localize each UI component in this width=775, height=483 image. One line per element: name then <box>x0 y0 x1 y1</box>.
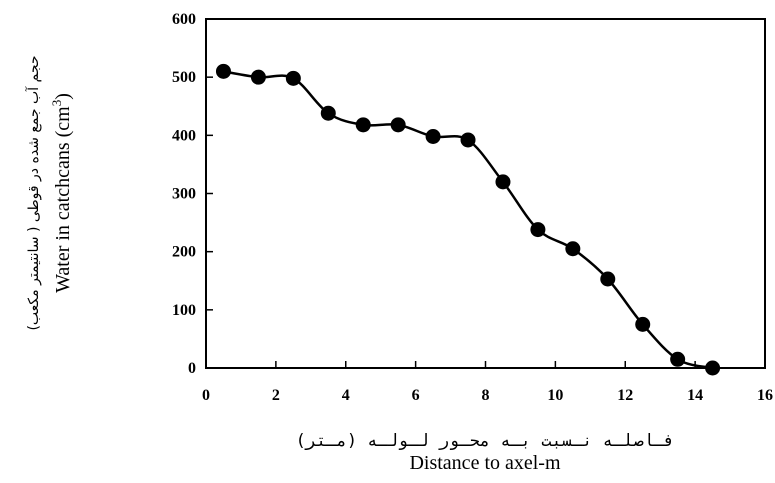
data-point <box>705 360 721 376</box>
y-tick-label: 600 <box>172 11 196 28</box>
data-point <box>390 117 406 133</box>
data-point <box>565 241 581 257</box>
x-tick-label: 10 <box>547 387 563 404</box>
x-tick-label: 8 <box>482 387 490 404</box>
data-point <box>355 117 371 133</box>
data-point <box>250 69 266 85</box>
x-tick-label: 14 <box>687 387 703 404</box>
data-point <box>635 316 651 332</box>
data-point <box>530 222 546 238</box>
x-tick-label: 4 <box>342 387 350 404</box>
data-point <box>670 351 686 367</box>
data-point <box>495 174 511 190</box>
x-tick-label: 16 <box>757 387 773 404</box>
data-point <box>425 128 441 144</box>
y-tick-label: 300 <box>172 186 196 203</box>
y-tick-label: 200 <box>172 244 196 261</box>
data-point <box>600 271 616 287</box>
x-axis-title-persian: فـاصلـه نـسبت بـه محـور لـولـه (مـتر) <box>296 431 675 451</box>
data-point <box>460 132 476 148</box>
data-point <box>285 70 301 86</box>
plot-area-frame <box>205 18 766 369</box>
y-tick-label: 100 <box>172 302 196 319</box>
x-tick-label: 2 <box>272 387 280 404</box>
x-tick-label: 6 <box>412 387 420 404</box>
y-axis-title-superscript: 3 <box>49 100 64 107</box>
x-axis-title: Distance to axel-m <box>409 452 560 474</box>
y-axis-title-close: ) <box>52 93 74 100</box>
y-tick-label: 500 <box>172 69 196 86</box>
y-tick-label: 400 <box>172 127 196 144</box>
y-axis-title: Water in catchcans (cm3) <box>49 93 74 293</box>
data-point <box>215 63 231 79</box>
data-point <box>320 105 336 121</box>
x-tick-label: 12 <box>617 387 633 404</box>
y-axis-title-persian: حجم آب جمع شده در قوطی ( سانتیمتر مکعب) <box>25 55 42 330</box>
y-tick-label: 0 <box>188 360 196 377</box>
x-axis-ticks: 0 2 4 6 8 10 12 14 16 <box>202 361 773 404</box>
series-points <box>215 63 721 376</box>
y-axis-ticks: 0 100 200 300 400 500 600 <box>172 11 213 377</box>
y-axis-title-main: Water in catchcans (cm <box>52 106 74 293</box>
x-tick-label: 0 <box>202 387 210 404</box>
